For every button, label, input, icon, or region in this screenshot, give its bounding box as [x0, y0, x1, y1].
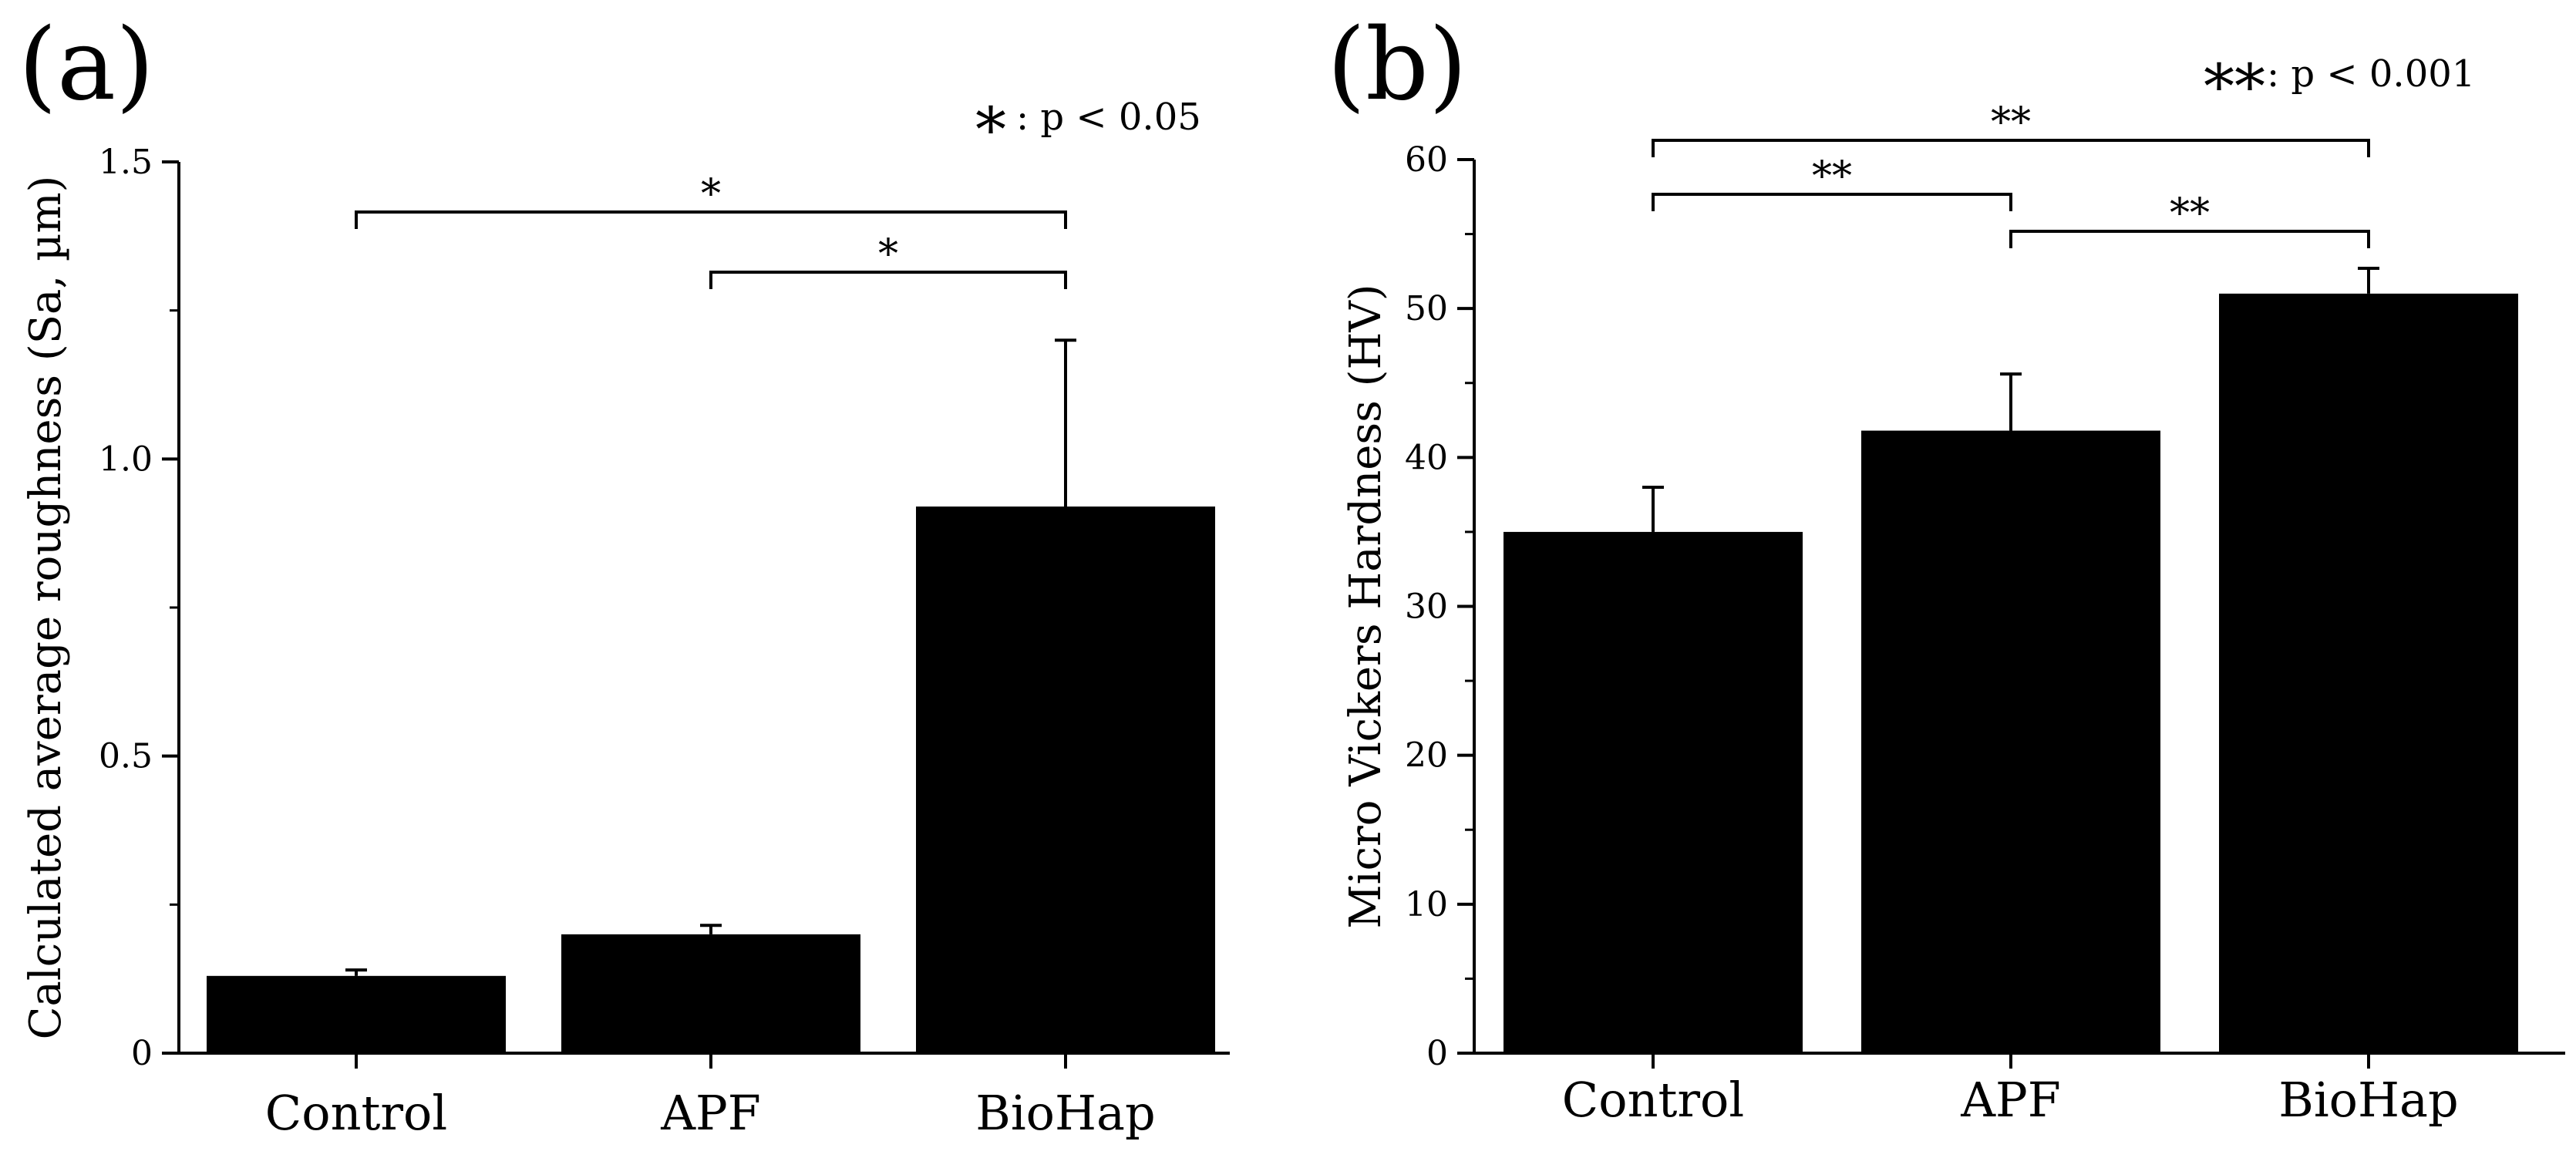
- x-tick-label: APF: [660, 1085, 761, 1141]
- x-tick-label: Control: [265, 1085, 447, 1141]
- y-tick-label: 40: [1405, 438, 1448, 477]
- y-tick-label: 20: [1405, 736, 1448, 776]
- y-tick-label: 50: [1405, 289, 1448, 328]
- y-tick-label: 0: [131, 1034, 153, 1073]
- significance-label: *: [878, 231, 898, 278]
- bar-control: [1504, 531, 1803, 1053]
- y-tick-label: 60: [1405, 140, 1448, 180]
- y-tick-label: 1.5: [99, 143, 153, 182]
- y-tick-label: 0: [1426, 1034, 1448, 1073]
- significance-label: *: [701, 171, 721, 217]
- y-tick-label: 10: [1405, 885, 1448, 924]
- significance-label: **: [2170, 190, 2210, 237]
- legend-text: : p < 0.001: [2267, 52, 2475, 96]
- y-tick-label: 0.5: [99, 737, 153, 776]
- significance-bracket: [709, 271, 1067, 289]
- panel-label: (b): [1327, 8, 1467, 123]
- significance-label: **: [1812, 153, 1852, 200]
- significance-label: **: [1991, 99, 2031, 146]
- panel-label: (a): [19, 8, 154, 123]
- y-axis-label: Micro Vickers Hardness (HV): [1341, 284, 1391, 928]
- x-tick-label: BioHap: [975, 1085, 1155, 1141]
- x-tick-label: Control: [1562, 1072, 1744, 1128]
- y-axis-label: Calculated average roughness (Sa, µm): [21, 176, 71, 1040]
- significance-bracket: [1652, 193, 2012, 211]
- y-tick-label: 1.0: [99, 439, 153, 479]
- bar-apf: [561, 934, 860, 1053]
- legend-symbol: *: [975, 94, 1006, 166]
- bar-biohap: [916, 506, 1215, 1053]
- y-tick-label: 30: [1405, 587, 1448, 627]
- legend-symbol: **: [2204, 51, 2265, 123]
- legend-text: : p < 0.05: [1016, 96, 1201, 139]
- significance-bracket: [1652, 139, 2370, 157]
- x-tick-label: BioHap: [2278, 1072, 2458, 1128]
- bar-control: [207, 975, 506, 1053]
- significance-bracket: [355, 210, 1067, 229]
- bar-apf: [1861, 430, 2160, 1053]
- significance-bracket: [2009, 230, 2370, 248]
- bar-biohap: [2219, 293, 2518, 1054]
- x-tick-label: APF: [1960, 1072, 2061, 1128]
